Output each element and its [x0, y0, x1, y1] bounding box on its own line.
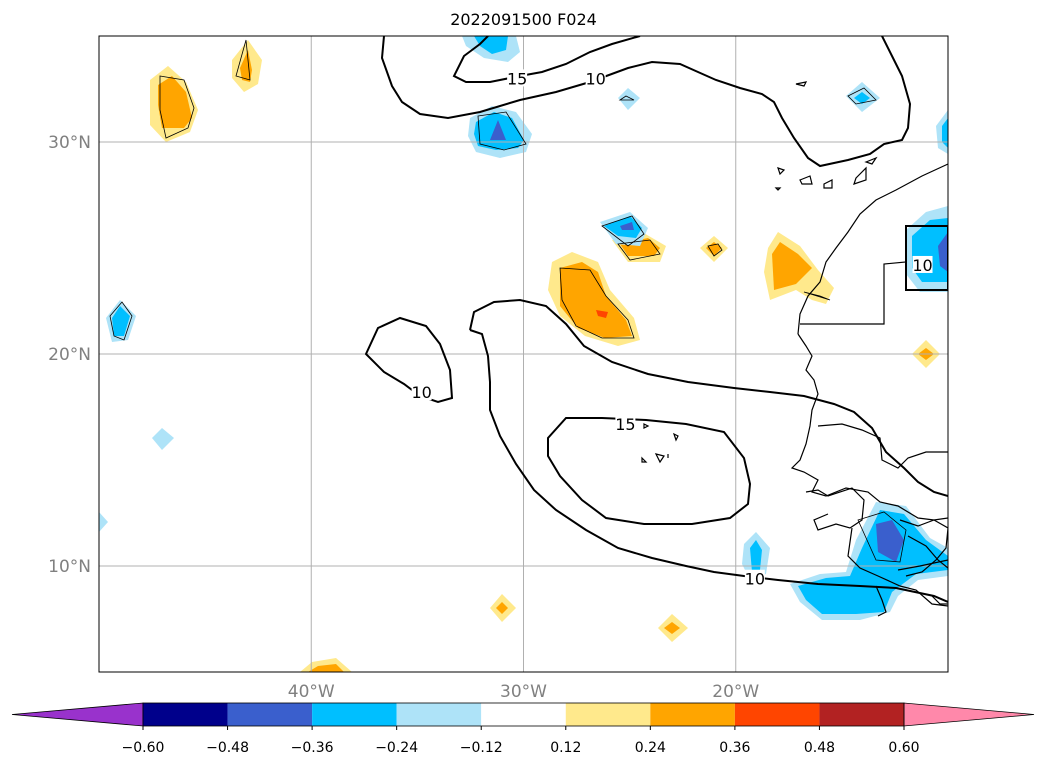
colorbar-tick-label: 0.12: [550, 740, 581, 756]
longitude-label: 20°W: [712, 682, 759, 702]
contour-label-bg: [507, 69, 528, 87]
longitude-label: 30°W: [500, 682, 547, 702]
negative-anomaly-area: [854, 92, 870, 104]
colorbar-segment: [143, 703, 228, 726]
border: [899, 519, 948, 577]
island: [641, 456, 648, 463]
island: [823, 179, 833, 189]
longitude-label: 40°W: [288, 682, 335, 702]
island: [654, 453, 665, 464]
border: [931, 595, 948, 605]
island: [777, 167, 786, 176]
contour-label-bg: [585, 69, 606, 87]
contour-label-bg: [615, 414, 636, 432]
latitude-labels: 30°N 20°N 10°N: [48, 133, 91, 577]
latitude-label: 30°N: [48, 133, 91, 153]
border: [805, 487, 865, 531]
thin-contours: [109, 39, 907, 563]
contour-line: [547, 417, 752, 525]
colorbar-segment: [396, 703, 482, 726]
border: [847, 527, 948, 607]
colorbar-segment: [819, 703, 904, 726]
positive-anomaly-area: [158, 76, 192, 128]
colorbar-tick-label: −0.48: [206, 740, 249, 756]
colorbar-segment: [312, 703, 397, 726]
positive-anomaly-area: [772, 242, 812, 290]
longitude-labels: 40°W 30°W 20°W: [288, 682, 760, 702]
colorbar-tick-label: 0.24: [635, 740, 666, 756]
colorbar-frame: [142, 702, 905, 727]
colorbar-tick-label: −0.24: [375, 740, 418, 756]
latitude-label: 10°N: [48, 557, 91, 577]
contours: [364, 36, 948, 603]
coastlines: [641, 81, 948, 617]
colorbar-tick-label: −0.36: [291, 740, 334, 756]
island: [643, 423, 650, 429]
colorbar-segment: [227, 703, 313, 726]
negative-anomaly-area: [942, 118, 948, 148]
colorbar: −0.60 −0.48 −0.36 −0.24 −0.12 0.12 0.24 0.36 0.4…: [11, 702, 1035, 756]
contour-label: 10: [411, 383, 431, 402]
shaded-field: [99, 36, 948, 672]
negative-anomaly-area: [112, 306, 130, 336]
negative-anomaly-area: [876, 520, 904, 562]
island: [774, 187, 782, 191]
colorbar-tick-label: −0.12: [460, 740, 503, 756]
contour-label-bg: [912, 255, 933, 273]
contour-line: [452, 36, 641, 83]
positive-anomaly-area: [560, 262, 632, 338]
island: [799, 175, 813, 185]
island: [795, 81, 808, 87]
contour-label: 15: [507, 69, 527, 88]
island: [853, 166, 867, 185]
colorbar-tick-label: 0.36: [719, 740, 750, 756]
colorbar-extend-min: [11, 702, 144, 727]
contour-label-bg: [744, 569, 765, 587]
colorbar-segment: [650, 703, 735, 726]
positive-anomaly-area: [664, 622, 680, 634]
contour-line: [380, 36, 912, 168]
coastline: [790, 333, 948, 521]
map-title: 2022091500 F024: [450, 10, 597, 29]
negative-anomaly-area: [618, 88, 640, 110]
positive-anomaly-area: [496, 602, 508, 614]
island: [864, 156, 878, 165]
contour-line: [469, 329, 948, 603]
positive-anomaly-area: [596, 310, 608, 318]
latitude-label: 20°N: [48, 345, 91, 365]
border: [817, 423, 948, 469]
contour-label: 15: [615, 415, 635, 434]
grid: [99, 36, 948, 672]
contour-labels: 15 10 10 15 10 10: [411, 69, 933, 589]
colorbar-tick-label: 0.48: [804, 740, 835, 756]
negative-anomaly-area: [99, 512, 108, 532]
negative-anomaly-area: [938, 232, 948, 272]
colorbar-segment: [565, 703, 651, 726]
negative-anomaly-area: [798, 510, 948, 614]
border: [907, 535, 948, 569]
island: [672, 432, 679, 442]
colorbar-extend-max: [903, 702, 1035, 727]
border: [897, 559, 948, 571]
border: [800, 225, 948, 325]
contour-line: [469, 298, 948, 497]
coastline: [797, 163, 948, 335]
contour-label: 10: [745, 570, 765, 589]
colorbar-segment: [734, 703, 820, 726]
colorbar-segment: [481, 703, 566, 726]
contour-label: 10: [585, 69, 605, 88]
colorbar-tick-label: −0.60: [122, 740, 165, 756]
negative-anomaly-area: [620, 222, 634, 230]
positive-anomaly-area: [308, 664, 344, 672]
negative-anomaly-area: [490, 120, 506, 140]
border: [875, 585, 887, 617]
map-frame: [98, 35, 949, 673]
negative-anomaly-area: [750, 540, 762, 572]
colorbar-tick-label: 0.60: [888, 740, 919, 756]
contour-label-bg: [411, 383, 432, 401]
contour-label: 10: [912, 256, 932, 275]
negative-anomaly-area: [152, 428, 174, 450]
